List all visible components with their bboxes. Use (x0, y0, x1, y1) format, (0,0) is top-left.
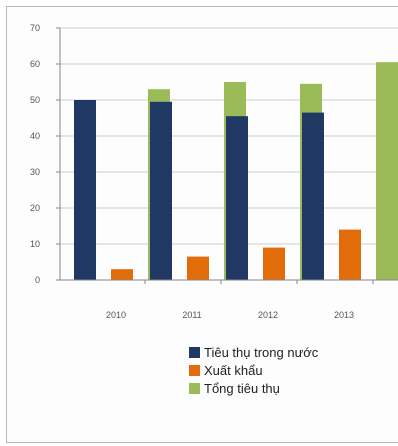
legend-item-total: Tổng tiêu thụ (189, 379, 318, 397)
legend-swatch-export (189, 364, 200, 376)
legend-label-domestic: Tiêu thụ trong nước (204, 344, 319, 360)
y-tick-label-30: 30 (30, 167, 40, 177)
legend-label-total: Tổng tiêu thụ (204, 380, 280, 396)
bar-domestic-2010 (74, 100, 96, 280)
x-tick-label-2010: 2010 (106, 310, 126, 320)
x-tick-label-2011: 2011 (182, 310, 201, 320)
legend-swatch-total (189, 382, 200, 394)
y-tick-label-70: 70 (30, 23, 40, 33)
y-tick-label-50: 50 (30, 95, 40, 105)
bar-export-2010 (111, 269, 133, 280)
y-tick-label-20: 20 (30, 203, 40, 213)
x-tick-label-2012: 2012 (258, 310, 278, 320)
chart-frame (6, 6, 398, 443)
y-tick-label-60: 60 (30, 59, 40, 69)
legend-item-domestic: Tiêu thụ trong nước (189, 343, 318, 361)
legend-item-export: Xuất khẩu (189, 361, 318, 379)
y-tick-label-10: 10 (30, 239, 40, 249)
bars (74, 62, 398, 281)
y-axis-ticks: 0 10 20 30 40 50 60 70 (30, 23, 61, 285)
bar-domestic-2011 (150, 101, 172, 280)
bar-domestic-2012 (226, 116, 248, 280)
bar-domestic-2013 (302, 112, 324, 280)
bar-export-2012 (263, 247, 285, 280)
legend-swatch-domestic (189, 346, 200, 358)
legend: Tiêu thụ trong nước Xuất khẩu Tổng tiêu … (189, 343, 318, 397)
bar-export-2011 (187, 256, 209, 280)
y-tick-label-40: 40 (30, 131, 40, 141)
bar-export-2013 (339, 229, 361, 280)
y-tick-label-0: 0 (35, 275, 40, 285)
legend-label-export: Xuất khẩu (204, 362, 263, 378)
x-axis-ticks: 2010 2011 2012 2013 (60, 279, 398, 320)
x-tick-label-2013: 2013 (334, 310, 354, 320)
bar-total-2013 (376, 62, 398, 281)
